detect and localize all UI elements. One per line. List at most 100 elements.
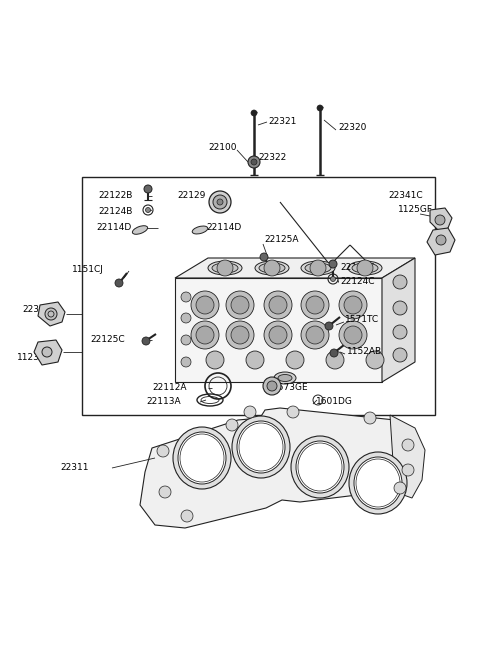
Ellipse shape — [291, 436, 349, 498]
Ellipse shape — [192, 226, 208, 234]
Circle shape — [366, 351, 384, 369]
Polygon shape — [38, 302, 65, 326]
Circle shape — [331, 276, 336, 282]
Text: 1601DG: 1601DG — [316, 398, 353, 407]
Circle shape — [115, 279, 123, 287]
Circle shape — [157, 445, 169, 457]
Text: 22125A: 22125A — [264, 236, 299, 244]
Circle shape — [217, 260, 233, 276]
Text: 22114D: 22114D — [96, 223, 131, 233]
Text: 22129: 22129 — [177, 191, 205, 200]
Circle shape — [142, 337, 150, 345]
Circle shape — [181, 510, 193, 522]
Ellipse shape — [208, 261, 242, 275]
Circle shape — [263, 377, 281, 395]
Circle shape — [213, 195, 227, 209]
Text: 22114D: 22114D — [206, 223, 241, 233]
Ellipse shape — [356, 459, 400, 507]
Circle shape — [402, 439, 414, 451]
Text: 22341D: 22341D — [22, 305, 57, 314]
Ellipse shape — [274, 372, 296, 384]
Circle shape — [231, 296, 249, 314]
Circle shape — [436, 235, 446, 245]
Circle shape — [226, 321, 254, 349]
Circle shape — [264, 291, 292, 319]
Circle shape — [45, 308, 57, 320]
Polygon shape — [390, 415, 425, 498]
Circle shape — [393, 275, 407, 289]
Polygon shape — [34, 340, 62, 365]
Text: 22113A: 22113A — [146, 398, 180, 407]
Circle shape — [393, 348, 407, 362]
Circle shape — [251, 110, 257, 116]
Ellipse shape — [180, 434, 224, 482]
Text: 1573GE: 1573GE — [273, 383, 309, 392]
Circle shape — [269, 296, 287, 314]
Circle shape — [267, 381, 277, 391]
Text: 1125GF: 1125GF — [398, 206, 433, 214]
Text: 1571TC: 1571TC — [345, 316, 379, 324]
Bar — [82, 177, 435, 415]
Text: 22125C: 22125C — [90, 335, 125, 345]
Ellipse shape — [352, 263, 378, 273]
Circle shape — [144, 185, 152, 193]
Circle shape — [402, 464, 414, 476]
Circle shape — [330, 349, 338, 357]
Circle shape — [231, 326, 249, 344]
Circle shape — [209, 191, 231, 213]
Circle shape — [42, 347, 52, 357]
Text: 22321: 22321 — [268, 117, 296, 126]
Circle shape — [269, 326, 287, 344]
Circle shape — [287, 406, 299, 418]
Circle shape — [246, 351, 264, 369]
Text: 1151CJ: 1151CJ — [72, 265, 104, 274]
Circle shape — [301, 291, 329, 319]
Circle shape — [217, 199, 223, 205]
Circle shape — [317, 105, 323, 111]
Circle shape — [286, 351, 304, 369]
Circle shape — [181, 357, 191, 367]
Circle shape — [393, 325, 407, 339]
Circle shape — [306, 326, 324, 344]
Circle shape — [244, 406, 256, 418]
Circle shape — [159, 486, 171, 498]
Ellipse shape — [349, 452, 407, 514]
Text: 22122B: 22122B — [98, 191, 132, 200]
Ellipse shape — [237, 421, 285, 473]
Circle shape — [181, 335, 191, 345]
Ellipse shape — [354, 457, 402, 509]
Circle shape — [339, 291, 367, 319]
Circle shape — [344, 326, 362, 344]
Text: 22112A: 22112A — [152, 383, 187, 392]
Circle shape — [394, 482, 406, 494]
Circle shape — [226, 419, 238, 431]
Circle shape — [181, 292, 191, 302]
Text: 22124C: 22124C — [340, 276, 374, 286]
Circle shape — [196, 326, 214, 344]
Circle shape — [226, 291, 254, 319]
Circle shape — [264, 321, 292, 349]
Text: 22311: 22311 — [60, 464, 88, 472]
Polygon shape — [427, 228, 455, 255]
Ellipse shape — [232, 416, 290, 478]
Ellipse shape — [178, 432, 226, 484]
Text: 22100: 22100 — [208, 143, 237, 153]
Circle shape — [310, 260, 326, 276]
Text: 1152AB: 1152AB — [347, 348, 382, 356]
Text: 22122C: 22122C — [340, 263, 374, 272]
Circle shape — [260, 253, 268, 261]
Polygon shape — [175, 258, 415, 278]
Ellipse shape — [132, 226, 148, 234]
Circle shape — [435, 215, 445, 225]
Circle shape — [325, 322, 333, 330]
Ellipse shape — [259, 263, 285, 273]
Text: 22341C: 22341C — [388, 191, 422, 200]
Circle shape — [326, 351, 344, 369]
Circle shape — [206, 351, 224, 369]
Polygon shape — [140, 408, 415, 528]
Ellipse shape — [239, 423, 283, 471]
Circle shape — [264, 260, 280, 276]
Text: 22124B: 22124B — [98, 206, 132, 215]
Circle shape — [393, 301, 407, 315]
Circle shape — [196, 296, 214, 314]
